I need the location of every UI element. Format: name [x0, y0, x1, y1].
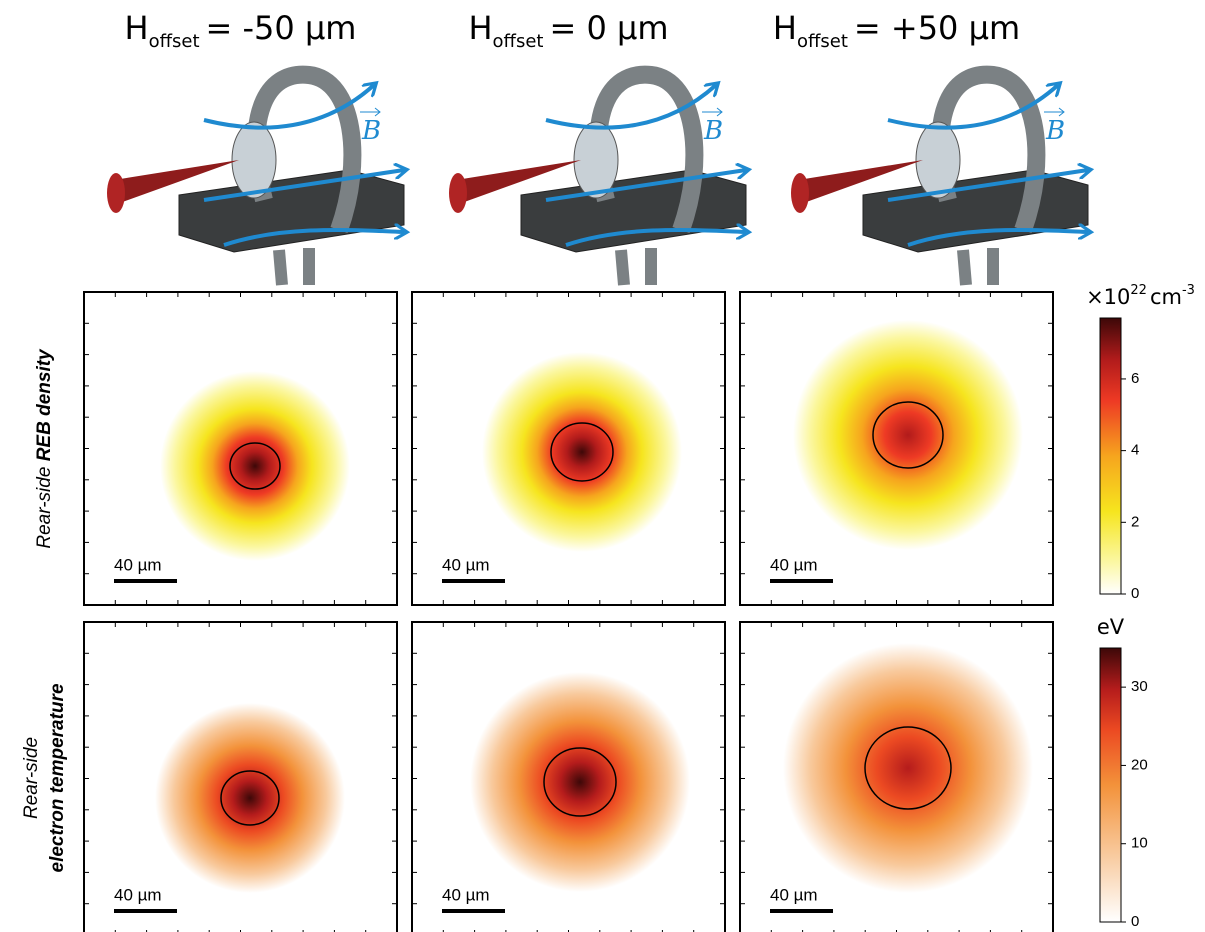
laser-base [107, 173, 125, 213]
contour [550, 422, 614, 482]
field-line [907, 230, 1088, 247]
heatmap [155, 703, 345, 893]
title-value: = -50 µm [206, 9, 357, 47]
field-line [203, 85, 374, 130]
disk [231, 121, 277, 199]
colorbar-tick-label: 30 [1131, 678, 1148, 695]
colorbar [1099, 317, 1122, 595]
scale-bar-label: 40 µm [442, 555, 490, 574]
coil-legs [615, 248, 657, 286]
scale-bar-label: 40 µm [114, 885, 162, 904]
vector-arrow [702, 107, 723, 117]
target-block [520, 169, 747, 253]
colorbar-tick-label: 2 [1131, 513, 1139, 530]
coil-legs [273, 248, 315, 286]
vector-label: B [703, 116, 723, 146]
colorbar-tick-label: 0 [1131, 585, 1139, 602]
colorbar-label: eV [1097, 615, 1125, 639]
field-line [545, 85, 716, 130]
title-value: = 0 µm [549, 9, 668, 47]
colorbar-unit: cm [1150, 285, 1182, 309]
laser-cone [114, 160, 239, 205]
colorbar-label-main: ×10 [1086, 285, 1130, 309]
target-block [862, 169, 1089, 253]
title-value: = +50 µm [854, 9, 1020, 47]
row-label-plain: Rear-side [21, 737, 42, 819]
row-label: Rear-side REB density [34, 348, 55, 549]
field-line [565, 230, 746, 247]
colorbar-tick-label: 6 [1131, 370, 1139, 387]
laser-cone [798, 160, 923, 205]
colorbar-tick-label: 0 [1131, 913, 1139, 930]
title-symbol: H [468, 9, 492, 47]
contour [220, 770, 280, 826]
heatmap [783, 643, 1033, 893]
title-symbol: H [773, 9, 797, 47]
field-line [203, 170, 404, 202]
contour [543, 747, 617, 817]
laser-base [791, 173, 809, 213]
scale-bar-label: 40 µm [770, 555, 818, 574]
heatmap [482, 352, 682, 552]
colorbar-unit-exp: -3 [1182, 283, 1195, 298]
target-block [178, 169, 405, 253]
setup-illustration: B [449, 65, 747, 286]
laser-cone [456, 160, 581, 205]
field-line [223, 230, 404, 247]
row-label-bold: electron temperature [47, 683, 68, 872]
heatmap [160, 371, 350, 561]
colorbar-tick-label: 4 [1131, 442, 1139, 459]
field-line [545, 170, 746, 202]
heatmap [793, 320, 1023, 550]
field-line [887, 85, 1058, 130]
title-subscript: offset [149, 31, 200, 52]
title-subscript: offset [797, 31, 848, 52]
heatmap [470, 672, 690, 892]
colorbar-label-main: eV [1097, 615, 1125, 639]
title-subscript: offset [493, 31, 544, 52]
setup-illustration: B [107, 65, 405, 286]
disk [573, 121, 619, 199]
row-label-bold: REB density [34, 348, 55, 461]
setup-illustration: B [791, 65, 1089, 286]
column-title: Hoffset = +50 µm [773, 9, 1020, 52]
colorbar-tick-label: 20 [1131, 756, 1148, 773]
column-title: Hoffset = -50 µm [125, 9, 357, 52]
vector-label: B [361, 116, 381, 146]
contour [864, 726, 952, 810]
vector-label: B [1045, 116, 1065, 146]
colorbar-label-exp: 22 [1130, 283, 1147, 298]
colorbar-tick-label: 10 [1131, 835, 1148, 852]
laser-base [449, 173, 467, 213]
vector-arrow [360, 107, 381, 117]
contour [229, 442, 281, 490]
scale-bar-label: 40 µm [442, 885, 490, 904]
title-symbol: H [125, 9, 149, 47]
row-label-plain: Rear-side [34, 461, 55, 548]
vector-arrow [1044, 107, 1065, 117]
column-title: Hoffset = 0 µm [468, 9, 668, 52]
field-line [887, 170, 1088, 202]
colorbar-label: ×1022 cm-3 [1086, 283, 1195, 310]
contour [872, 401, 944, 469]
coil-legs [957, 248, 999, 286]
disk [915, 121, 961, 199]
colorbar [1099, 647, 1122, 923]
scale-bar-label: 40 µm [770, 885, 818, 904]
scale-bar-label: 40 µm [114, 555, 162, 574]
